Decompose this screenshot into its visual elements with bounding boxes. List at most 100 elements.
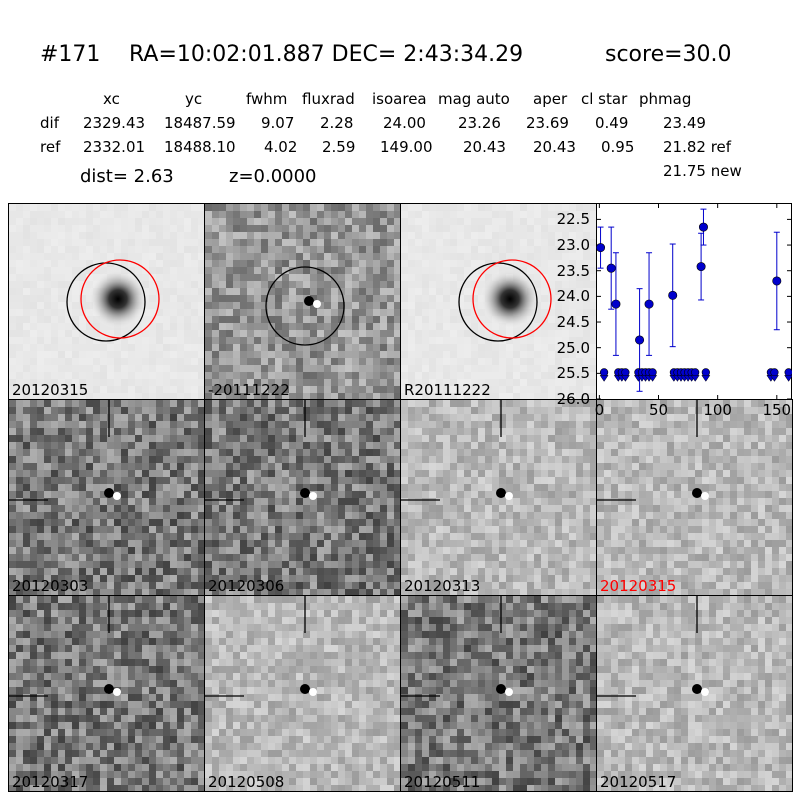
- noise-pixel: [114, 463, 121, 470]
- noise-pixel: [247, 568, 254, 575]
- noise-pixel: [583, 365, 590, 372]
- noise-pixel: [429, 470, 436, 477]
- noise-pixel: [9, 211, 16, 218]
- noise-pixel: [478, 540, 485, 547]
- noise-pixel: [296, 316, 303, 323]
- noise-pixel: [464, 309, 471, 316]
- noise-pixel: [44, 519, 51, 526]
- noise-pixel: [205, 267, 212, 274]
- noise-pixel: [128, 561, 135, 568]
- noise-pixel: [422, 477, 429, 484]
- noise-pixel: [324, 386, 331, 393]
- noise-pixel: [9, 288, 16, 295]
- noise-pixel: [9, 414, 16, 421]
- noise-pixel: [331, 540, 338, 547]
- noise-pixel: [492, 554, 499, 561]
- noise-pixel: [464, 204, 471, 211]
- noise-pixel: [163, 407, 170, 414]
- noise-pixel: [37, 274, 44, 281]
- noise-pixel: [296, 239, 303, 246]
- noise-pixel: [520, 225, 527, 232]
- noise-pixel: [107, 582, 114, 589]
- stamp-panel: 20120315: [596, 399, 793, 596]
- noise-pixel: [548, 421, 555, 428]
- noise-pixel: [212, 421, 219, 428]
- noise-pixel: [149, 400, 156, 407]
- noise-pixel: [373, 491, 380, 498]
- noise-pixel: [261, 316, 268, 323]
- noise-pixel: [366, 337, 373, 344]
- noise-pixel: [191, 589, 198, 595]
- noise-pixel: [58, 393, 65, 399]
- noise-pixel: [156, 337, 163, 344]
- noise-pixel: [422, 435, 429, 442]
- noise-pixel: [107, 428, 114, 435]
- noise-pixel: [380, 232, 387, 239]
- noise-pixel: [471, 519, 478, 526]
- noise-pixel: [352, 533, 359, 540]
- noise-pixel: [23, 435, 30, 442]
- noise-pixel: [527, 218, 534, 225]
- noise-pixel: [499, 582, 506, 589]
- noise-pixel: [583, 533, 590, 540]
- noise-pixel: [436, 372, 443, 379]
- noise-pixel: [534, 407, 541, 414]
- noise-pixel: [583, 512, 590, 519]
- noise-pixel: [219, 337, 226, 344]
- noise-pixel: [282, 519, 289, 526]
- noise-pixel: [149, 463, 156, 470]
- noise-pixel: [338, 337, 345, 344]
- noise-pixel: [359, 547, 366, 554]
- noise-pixel: [478, 456, 485, 463]
- noise-pixel: [345, 344, 352, 351]
- noise-pixel: [310, 316, 317, 323]
- noise-pixel: [380, 435, 387, 442]
- noise-pixel: [170, 358, 177, 365]
- noise-pixel: [296, 414, 303, 421]
- noise-pixel: [408, 246, 415, 253]
- noise-pixel: [135, 372, 142, 379]
- noise-pixel: [583, 309, 590, 316]
- noise-pixel: [282, 281, 289, 288]
- noise-pixel: [331, 267, 338, 274]
- noise-pixel: [268, 232, 275, 239]
- noise-pixel: [282, 505, 289, 512]
- noise-pixel: [275, 337, 282, 344]
- noise-pixel: [317, 239, 324, 246]
- noise-pixel: [296, 477, 303, 484]
- noise-pixel: [79, 337, 86, 344]
- noise-pixel: [408, 477, 415, 484]
- noise-pixel: [233, 246, 240, 253]
- noise-pixel: [352, 274, 359, 281]
- noise-pixel: [422, 512, 429, 519]
- noise-pixel: [534, 428, 541, 435]
- noise-pixel: [44, 253, 51, 260]
- noise-pixel: [240, 393, 247, 399]
- noise-pixel: [93, 498, 100, 505]
- noise-pixel: [247, 365, 254, 372]
- noise-pixel: [142, 281, 149, 288]
- noise-pixel: [590, 344, 596, 351]
- noise-pixel: [436, 246, 443, 253]
- noise-pixel: [422, 358, 429, 365]
- noise-pixel: [345, 358, 352, 365]
- noise-pixel: [58, 456, 65, 463]
- noise-pixel: [233, 519, 240, 526]
- noise-pixel: [233, 547, 240, 554]
- noise-pixel: [744, 414, 751, 421]
- noise-pixel: [520, 526, 527, 533]
- noise-pixel: [506, 575, 513, 582]
- noise-pixel: [51, 477, 58, 484]
- noise-pixel: [436, 505, 443, 512]
- noise-pixel: [597, 414, 604, 421]
- noise-pixel: [387, 435, 394, 442]
- noise-pixel: [576, 589, 583, 595]
- noise-pixel: [51, 533, 58, 540]
- noise-pixel: [72, 239, 79, 246]
- noise-pixel: [338, 554, 345, 561]
- noise-pixel: [205, 533, 212, 540]
- noise-pixel: [464, 449, 471, 456]
- noise-pixel: [373, 386, 380, 393]
- noise-pixel: [65, 211, 72, 218]
- noise-pixel: [345, 274, 352, 281]
